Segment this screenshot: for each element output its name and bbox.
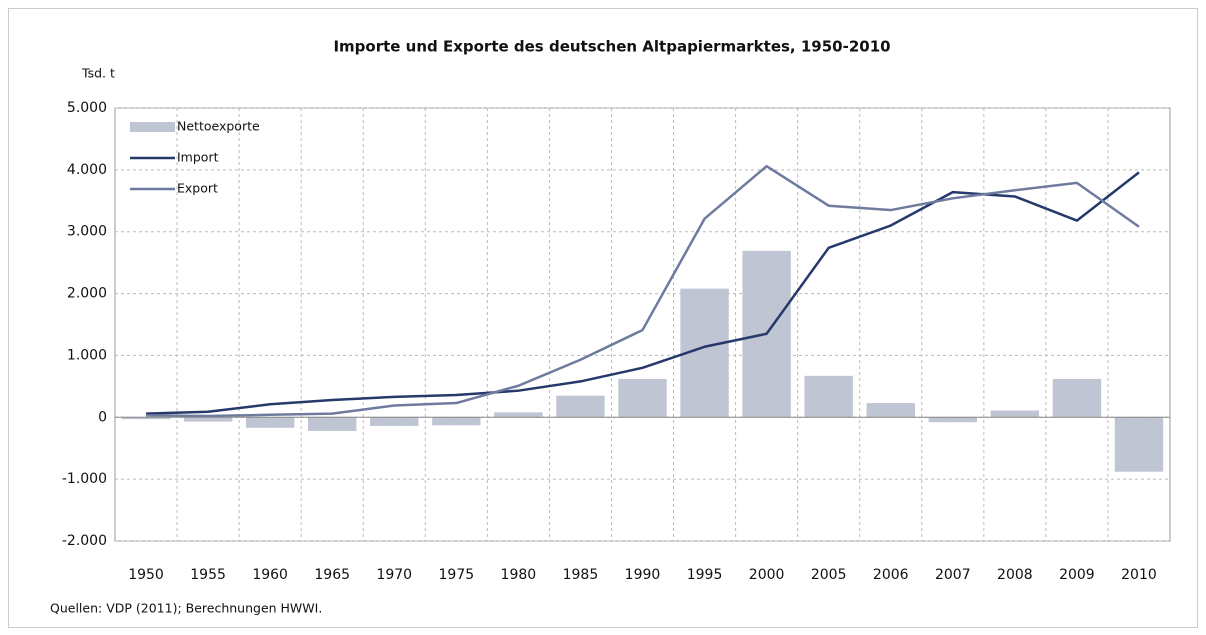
- x-tick-label: 1970: [376, 567, 412, 583]
- x-tick-label: 2005: [811, 567, 847, 583]
- bar: [1114, 417, 1164, 472]
- legend-label: Export: [177, 181, 218, 196]
- x-tick-label: 2010: [1121, 567, 1157, 583]
- x-tick-label: 1975: [439, 567, 475, 583]
- chart-title: Importe und Exporte des deutschen Altpap…: [333, 38, 890, 56]
- x-tick-label: 2000: [749, 567, 785, 583]
- x-tick-label: 1950: [128, 567, 164, 583]
- line-series: [145, 171, 1140, 415]
- bar: [121, 417, 171, 420]
- line-series: [146, 164, 1140, 418]
- bar: [494, 412, 543, 418]
- x-tick-label: 1990: [625, 567, 661, 583]
- plot-area: [114, 107, 1171, 542]
- x-tick-label: 1960: [252, 567, 288, 583]
- bar: [370, 417, 419, 426]
- y-tick-label: 5.000: [67, 100, 107, 116]
- bar: [928, 417, 977, 423]
- bar: [804, 375, 853, 418]
- x-tick-label: 1995: [687, 567, 723, 583]
- y-tick-label: 2.000: [67, 286, 107, 302]
- x-tick-label: 2008: [997, 567, 1033, 583]
- x-tick-label: 2009: [1059, 567, 1095, 583]
- bar: [308, 417, 357, 431]
- bar: [866, 403, 915, 418]
- y-tick-label: 3.000: [67, 224, 107, 240]
- source-note: Quellen: VDP (2011); Berechnungen HWWI.: [50, 601, 322, 616]
- bar: [556, 395, 605, 418]
- y-axis-label: Tsd. t: [81, 66, 115, 81]
- bar: [1052, 378, 1102, 418]
- bar: [618, 378, 667, 418]
- legend-label: Nettoexporte: [177, 119, 260, 134]
- legend-swatch: [130, 122, 175, 132]
- y-tick-label: 1.000: [67, 347, 107, 363]
- bar: [990, 410, 1040, 418]
- x-tick-label: 1955: [190, 567, 226, 583]
- bar: [183, 417, 233, 422]
- x-tick-label: 1980: [501, 567, 537, 583]
- legend-label: Import: [177, 150, 219, 165]
- x-tick-label: 2007: [935, 567, 971, 583]
- y-tick-label: -2.000: [62, 533, 107, 549]
- y-tick-label: 0: [98, 409, 107, 425]
- x-tick-label: 1965: [314, 567, 350, 583]
- bar: [245, 417, 295, 428]
- y-tick-label: 4.000: [67, 162, 107, 178]
- x-tick-label: 1985: [563, 567, 599, 583]
- x-tick-label: 2006: [873, 567, 909, 583]
- bar: [432, 417, 481, 426]
- y-tick-label: -1.000: [62, 471, 107, 487]
- frame: [8, 8, 1198, 628]
